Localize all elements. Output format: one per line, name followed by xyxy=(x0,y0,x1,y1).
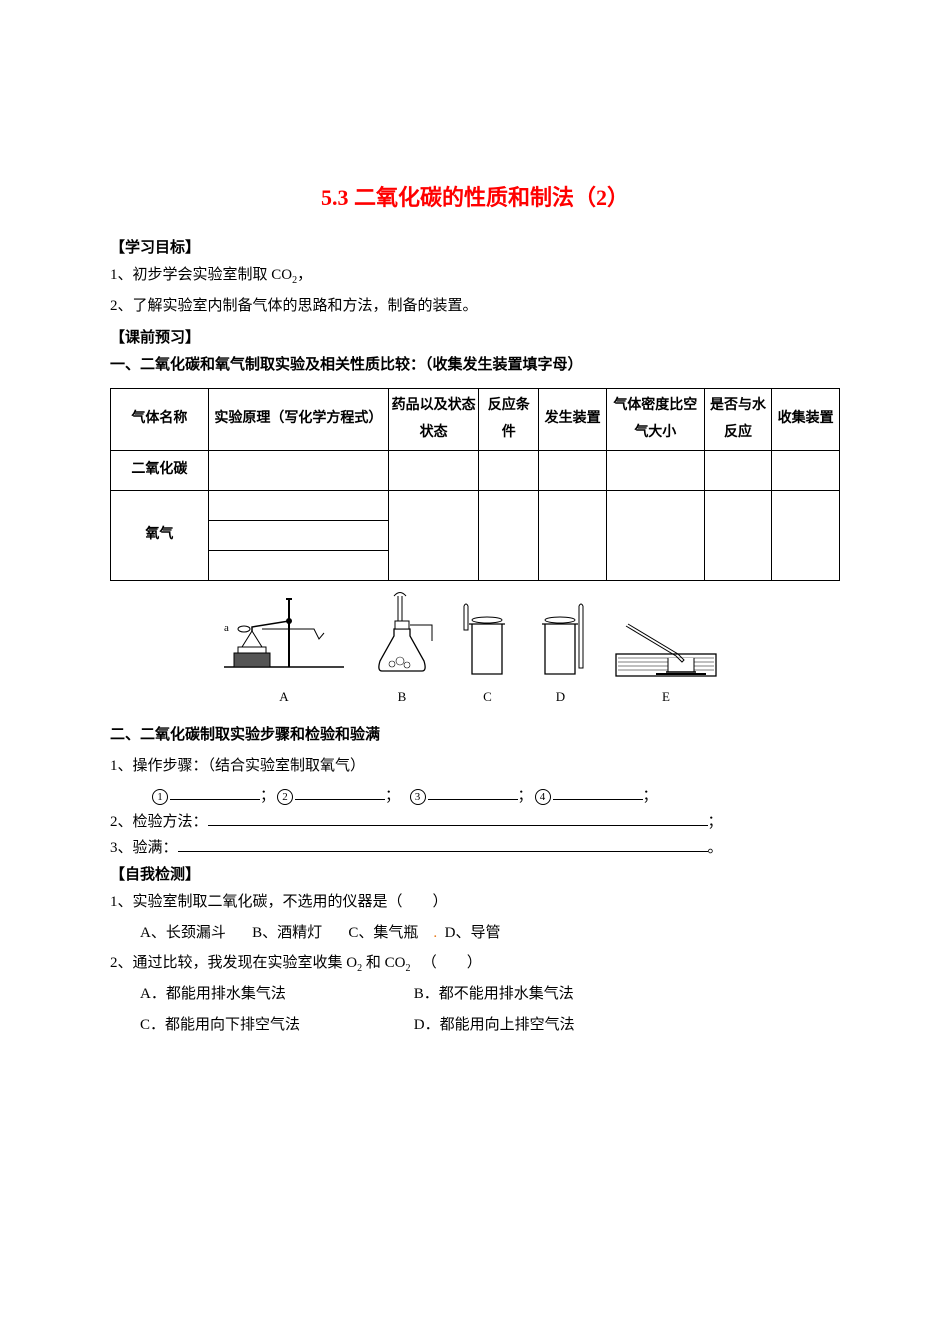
q1-options: A、长颈漏斗 B、酒精灯 C、集气瓶 . D、导管 xyxy=(110,921,840,947)
q1-opt-a: A、长颈漏斗 xyxy=(140,925,226,941)
apparatus-a-label: A xyxy=(224,689,344,705)
q2-opt-b: B．都不能用排水集气法 xyxy=(414,986,574,1002)
apparatus-b-icon xyxy=(362,591,442,686)
apparatus-diagram-row: a A B C xyxy=(215,591,735,705)
q2-options-1: A．都能用排水集气法 B．都不能用排水集气法 xyxy=(110,982,840,1008)
steps-blanks: 1； 2； 3； 4； xyxy=(110,784,840,805)
semi: ； xyxy=(518,784,533,805)
table-row: 二氧化碳 xyxy=(111,451,840,491)
apparatus-c-label: C xyxy=(460,689,515,705)
apparatus-d: D xyxy=(533,596,588,705)
th-water: 是否与水反应 xyxy=(704,389,772,451)
accent-dot: . xyxy=(433,925,437,941)
test-label: 2、检验方法： xyxy=(110,810,208,831)
compare-heading: 一、二氧化碳和氧气制取实验及相关性质比较：（收集发生装置填字母） xyxy=(110,353,840,379)
th-name: 气体名称 xyxy=(111,389,209,451)
q1-opt-b: B、酒精灯 xyxy=(252,925,322,941)
circ-4: 4 xyxy=(535,789,551,805)
circ-2: 2 xyxy=(277,789,293,805)
apparatus-e-label: E xyxy=(606,689,726,705)
apparatus-d-icon xyxy=(533,596,588,686)
th-collect: 收集装置 xyxy=(772,389,840,451)
table-header-row: 气体名称 实验原理（写化学方程式） 药品以及状态状态 反应条件 发生装置 气体密… xyxy=(111,389,840,451)
full-label: 3、验满： xyxy=(110,836,178,857)
apparatus-d-label: D xyxy=(533,689,588,705)
obj1-tail: ， xyxy=(297,267,312,283)
blank[interactable] xyxy=(428,785,518,800)
period: 。 xyxy=(708,836,723,857)
semi: ； xyxy=(260,784,275,805)
apparatus-a-tube-label: a xyxy=(224,622,229,634)
table-row: 氧气 xyxy=(111,491,840,521)
th-gen-device: 发生装置 xyxy=(539,389,607,451)
semi: ； xyxy=(643,784,658,805)
semi: ； xyxy=(708,810,723,831)
q2-post: （ ） xyxy=(414,955,482,971)
q1-stem: 1、实验室制取二氧化碳，不选用的仪器是（ ） xyxy=(110,890,840,916)
semi: ； xyxy=(385,784,400,805)
apparatus-b: B xyxy=(362,591,442,705)
th-condition: 反应条件 xyxy=(479,389,539,451)
blank[interactable] xyxy=(170,785,260,800)
apparatus-c-icon xyxy=(460,596,515,686)
page-title: 5.3 二氧化碳的性质和制法（2） xyxy=(110,180,840,212)
apparatus-a: a A xyxy=(224,591,344,705)
objectives-label: 【学习目标】 xyxy=(110,236,840,257)
apparatus-c: C xyxy=(460,596,515,705)
preview-label: 【课前预习】 xyxy=(110,326,840,347)
q2-pre: 2、通过比较，我发现在实验室收集 O xyxy=(110,955,357,971)
circ-3: 3 xyxy=(410,789,426,805)
q1-opt-c: C、集气瓶 xyxy=(348,925,418,941)
th-reagent: 药品以及状态状态 xyxy=(389,389,479,451)
q2-stem: 2、通过比较，我发现在实验室收集 O2 和 CO2 （ ） xyxy=(110,951,840,977)
q2-opt-a: A．都能用排水集气法 xyxy=(140,982,410,1008)
q2-opt-d: D．都能用向上排空气法 xyxy=(414,1017,575,1033)
blank[interactable] xyxy=(553,785,643,800)
blank-long[interactable] xyxy=(208,811,708,826)
obj1-text: 1、初步学会实验室制取 CO xyxy=(110,267,292,283)
th-density: 气体密度比空气大小 xyxy=(606,389,704,451)
objective-1: 1、初步学会实验室制取 CO2， xyxy=(110,263,840,289)
blank-long[interactable] xyxy=(178,837,708,852)
apparatus-b-label: B xyxy=(362,689,442,705)
blank[interactable] xyxy=(295,785,385,800)
q2-opt-c: C．都能用向下排空气法 xyxy=(140,1013,410,1039)
row-co2: 二氧化碳 xyxy=(111,451,209,491)
comparison-table: 气体名称 实验原理（写化学方程式） 药品以及状态状态 反应条件 发生装置 气体密… xyxy=(110,388,840,581)
row-o2: 氧气 xyxy=(111,491,209,581)
apparatus-e: E xyxy=(606,606,726,705)
q1-opt-d: D、导管 xyxy=(445,925,501,941)
circ-1: 1 xyxy=(152,789,168,805)
full-check-line: 3、验满： 。 xyxy=(110,836,840,857)
test-method-line: 2、检验方法： ； xyxy=(110,810,840,831)
apparatus-a-icon: a xyxy=(224,591,344,686)
objective-2: 2、了解实验室内制备气体的思路和方法，制备的装置。 xyxy=(110,294,840,320)
q2-options-2: C．都能用向下排空气法 D．都能用向上排空气法 xyxy=(110,1013,840,1039)
section2-heading: 二、二氧化碳制取实验步骤和检验和验满 xyxy=(110,723,840,749)
q2-sub2: 2 xyxy=(405,963,410,974)
selftest-label: 【自我检测】 xyxy=(110,863,840,884)
q2-mid: 和 CO xyxy=(366,955,406,971)
apparatus-e-icon xyxy=(606,606,726,686)
steps-label: 1、操作步骤：（结合实验室制取氧气） xyxy=(110,754,840,780)
th-principle: 实验原理（写化学方程式） xyxy=(208,389,388,451)
q2-sub1: 2 xyxy=(357,963,362,974)
